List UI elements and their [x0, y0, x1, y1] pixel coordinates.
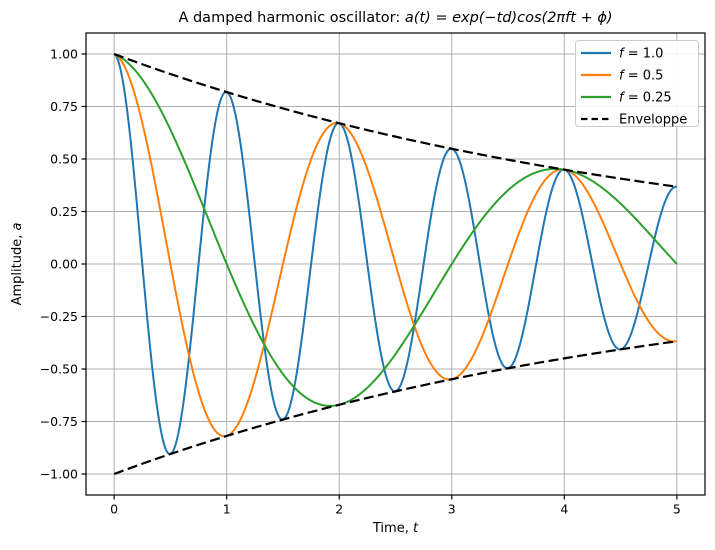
x-tick-label: 0: [110, 502, 118, 517]
legend-label-value: = 0.5: [624, 69, 664, 84]
chart-title-math: a(t) = exp(−td)cos(2πft + ϕ): [405, 10, 613, 26]
chart-title: A damped harmonic oscillator: a(t) = exp…: [178, 10, 612, 26]
x-tick-label: 2: [335, 502, 343, 517]
envelope-bottom-line: [113, 340, 678, 476]
legend-label-value: = 1.0: [624, 47, 664, 62]
legend-item-envelope: Enveloppe: [581, 113, 687, 128]
ticks-layer: [81, 53, 678, 500]
x-axis-label-var: t: [413, 521, 419, 536]
legend: f = 1.0 f = 0.5 f = 0.25 Enveloppe: [575, 40, 699, 128]
legend-label: f = 1.0: [619, 47, 663, 62]
legend-label: f = 0.5: [619, 69, 663, 84]
x-tick-label: 4: [560, 502, 568, 517]
y-tick-label: −1.00: [40, 466, 78, 481]
series-line-f=0.5: [113, 53, 678, 438]
legend-label-var: f: [619, 47, 626, 62]
legend-label: f = 0.25: [619, 91, 672, 106]
y-tick-label: −0.75: [40, 414, 78, 429]
y-tick-label: 0.25: [50, 204, 78, 219]
y-tick-label: 0.75: [50, 99, 78, 114]
legend-label-var: f: [619, 91, 626, 106]
x-tick-label: 3: [448, 502, 456, 517]
legend-item-f-1.0: f = 1.0: [581, 47, 663, 62]
x-tick-label: 5: [673, 502, 681, 517]
y-tick-label: 0.00: [50, 256, 78, 271]
legend-box: [575, 40, 699, 127]
legend-item-f-0.5: f = 0.5: [581, 69, 663, 84]
legend-label-value: Enveloppe: [619, 113, 687, 128]
y-axis-label: Amplitude, a: [10, 223, 25, 306]
y-tick-label: 0.50: [50, 151, 78, 166]
x-tick-label: 1: [223, 502, 231, 517]
chart-title-prefix: A damped harmonic oscillator:: [178, 10, 404, 26]
legend-item-f-0.25: f = 0.25: [581, 91, 672, 106]
legend-label-var: f: [619, 69, 626, 84]
y-tick-label: 1.00: [50, 46, 78, 61]
y-tick-label: −0.25: [40, 309, 78, 324]
y-axis-label-var: a: [10, 223, 25, 231]
tick-labels-layer: 0 1 2 3 4 5 −1.00 −0.75 −0.50 −0.25 0.00 0.25 0.50 0.…: [40, 46, 681, 516]
legend-label: Enveloppe: [619, 113, 687, 128]
x-axis-label: Time, t: [372, 521, 419, 536]
envelope-layer: [113, 52, 678, 476]
x-axis-label-text: Time,: [372, 521, 413, 536]
series-line-f=0.25: [113, 53, 678, 407]
y-axis-label-text: Amplitude,: [10, 231, 25, 306]
envelope-top-line: [113, 52, 678, 188]
y-tick-label: −0.50: [40, 361, 78, 376]
legend-label-value: = 0.25: [624, 91, 672, 106]
